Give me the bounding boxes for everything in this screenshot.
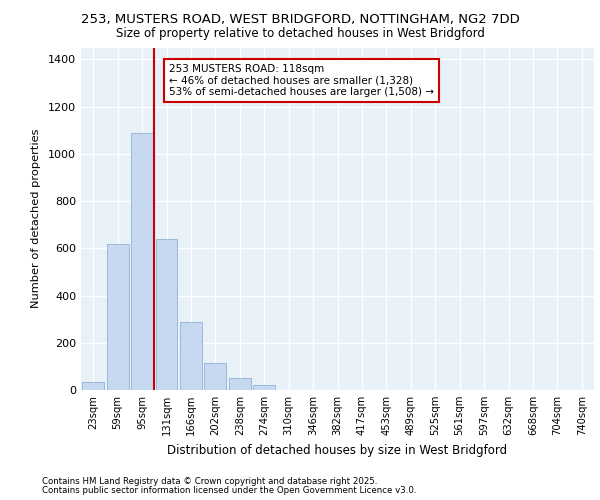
Bar [131,132,153,390]
Bar [107,244,128,390]
Bar [180,322,202,390]
X-axis label: Distribution of detached houses by size in West Bridgford: Distribution of detached houses by size … [167,444,508,456]
Text: 253 MUSTERS ROAD: 118sqm
← 46% of detached houses are smaller (1,328)
53% of sem: 253 MUSTERS ROAD: 118sqm ← 46% of detach… [169,64,434,97]
Bar [253,386,275,390]
Text: Size of property relative to detached houses in West Bridgford: Size of property relative to detached ho… [116,28,484,40]
Text: Contains public sector information licensed under the Open Government Licence v3: Contains public sector information licen… [42,486,416,495]
Bar [229,378,251,390]
Bar [82,382,104,390]
Bar [205,363,226,390]
Y-axis label: Number of detached properties: Number of detached properties [31,129,41,308]
Bar [155,239,178,390]
Text: 253, MUSTERS ROAD, WEST BRIDGFORD, NOTTINGHAM, NG2 7DD: 253, MUSTERS ROAD, WEST BRIDGFORD, NOTTI… [80,12,520,26]
Text: Contains HM Land Registry data © Crown copyright and database right 2025.: Contains HM Land Registry data © Crown c… [42,477,377,486]
